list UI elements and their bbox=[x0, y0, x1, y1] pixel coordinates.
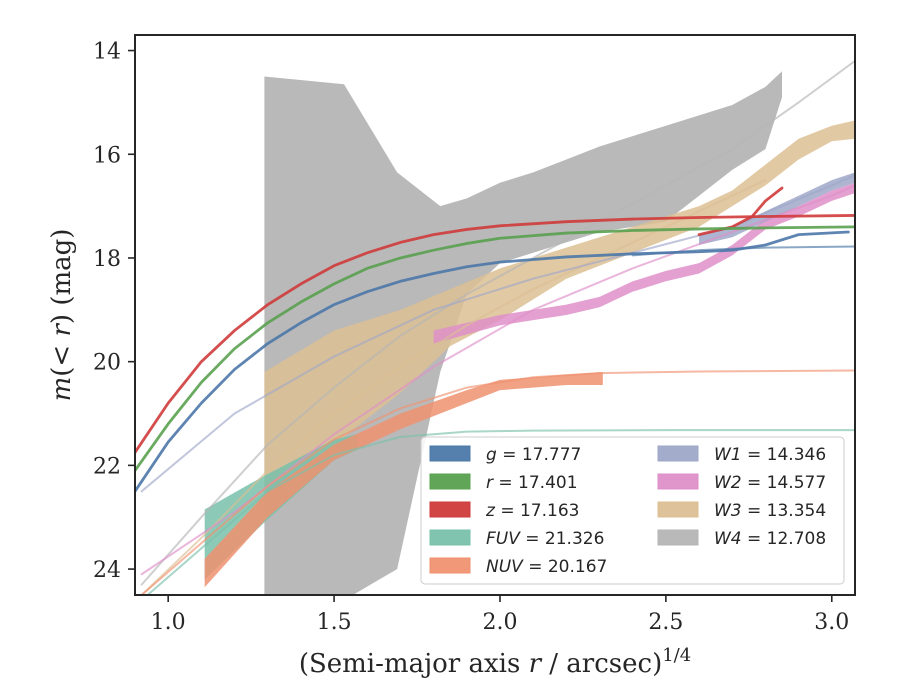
series-w1-model bbox=[140, 174, 855, 493]
x-tick-label: 2.0 bbox=[482, 610, 517, 635]
series-nuv-band bbox=[204, 372, 603, 588]
legend-swatch bbox=[429, 557, 471, 574]
x-tick-label: 1.5 bbox=[317, 610, 352, 635]
legend-swatch bbox=[657, 445, 699, 462]
series-w3-band bbox=[264, 120, 855, 487]
y-tick-label: 18 bbox=[93, 247, 121, 272]
legend-label: z = 17.163 bbox=[485, 501, 579, 521]
y-tick-label: 24 bbox=[93, 558, 121, 583]
y-axis: 14 16 18 20 22 24 bbox=[93, 40, 135, 583]
series-z-profile bbox=[135, 214, 855, 454]
y-tick-label: 16 bbox=[93, 143, 121, 168]
y-axis-label: m(< r) (mag) bbox=[47, 229, 77, 402]
bands-layer bbox=[204, 71, 855, 595]
series-g-profile bbox=[135, 230, 850, 493]
y-tick-label: 20 bbox=[93, 351, 121, 376]
series-w4-model bbox=[140, 59, 855, 586]
legend-swatch bbox=[429, 501, 471, 518]
legend-label: g = 17.777 bbox=[486, 445, 581, 465]
legend-label: W1 = 14.346 bbox=[714, 445, 826, 465]
series-fuv-model bbox=[146, 429, 855, 595]
legend-swatch bbox=[429, 445, 471, 462]
legend-swatch bbox=[429, 529, 471, 546]
x-axis: 1.0 1.5 2.0 2.5 3.0 bbox=[151, 595, 849, 635]
y-tick-label: 22 bbox=[93, 454, 121, 479]
plot-frame bbox=[134, 34, 856, 596]
legend-label: NUV = 20.167 bbox=[486, 557, 607, 577]
legend-label: W2 = 14.577 bbox=[714, 473, 826, 493]
x-tick-label: 2.5 bbox=[648, 610, 683, 635]
legend-label: W3 = 13.354 bbox=[714, 501, 826, 521]
legend-swatch bbox=[429, 473, 471, 490]
series-r-profile bbox=[135, 225, 855, 472]
x-tick-label: 3.0 bbox=[814, 610, 849, 635]
series-w4-band bbox=[264, 71, 783, 595]
series-w2-band bbox=[433, 182, 855, 344]
series-g-model bbox=[631, 245, 855, 257]
legend-swatch bbox=[657, 473, 699, 490]
legend-frame bbox=[420, 436, 845, 585]
x-axis-label: (Semi-major axis r / arcsec)1/4 bbox=[299, 645, 691, 679]
legend-label: W4 = 12.708 bbox=[714, 529, 826, 549]
legend-swatch bbox=[657, 501, 699, 518]
lines-layer bbox=[135, 59, 855, 595]
series-nuv-model bbox=[140, 369, 855, 595]
y-tick-label: 14 bbox=[93, 40, 121, 65]
legend-label: r = 17.401 bbox=[486, 473, 578, 493]
legend-label: FUV = 21.326 bbox=[486, 529, 604, 549]
legend: g = 17.777 r = 17.401 z = 17.163 FUV = 21.3… bbox=[420, 436, 845, 585]
x-tick-label: 1.0 bbox=[151, 610, 186, 635]
legend-swatch bbox=[657, 529, 699, 546]
